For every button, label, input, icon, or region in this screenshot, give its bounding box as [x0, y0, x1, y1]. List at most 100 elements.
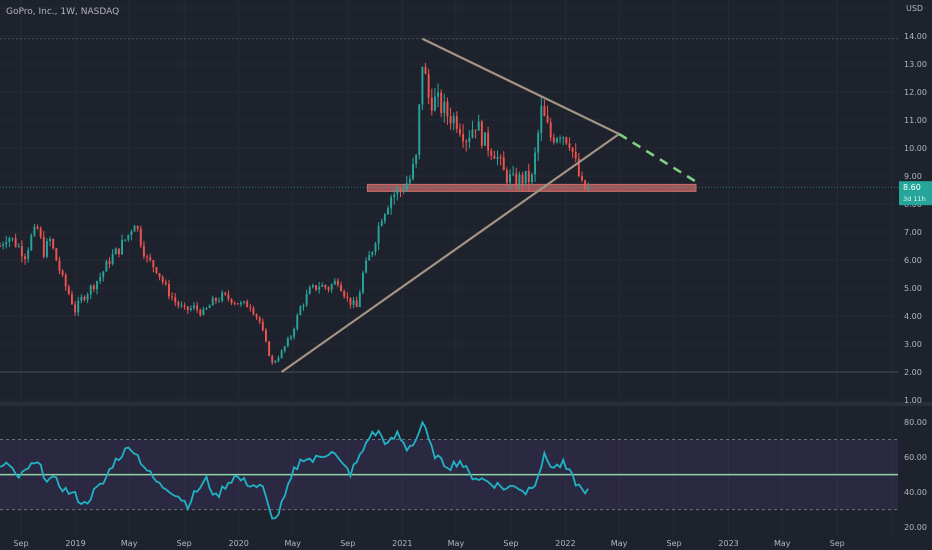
candle-body: [484, 132, 486, 146]
candle-body: [571, 147, 574, 152]
candle-body: [458, 128, 461, 135]
candle-body: [440, 92, 443, 114]
candle-body: [139, 228, 142, 246]
candle-body: [211, 297, 214, 306]
candle-body: [581, 175, 583, 181]
time-tick-label: Sep: [177, 539, 192, 548]
candle-body: [546, 115, 549, 123]
time-tick-label: May: [285, 539, 302, 548]
candle-body: [39, 228, 42, 237]
candle-body: [361, 272, 364, 293]
descending-trendline: [421, 37, 620, 135]
candle-body: [430, 97, 433, 111]
candle-body: [124, 239, 127, 241]
rsi-tick-label: 20.00: [904, 523, 927, 532]
price-tag-box: [899, 181, 932, 206]
candle-body: [543, 106, 546, 116]
candle-body: [493, 155, 496, 159]
time-tick-label: May: [448, 539, 465, 548]
candle-body: [387, 208, 389, 215]
candle-body: [424, 66, 427, 74]
candle-body: [114, 248, 117, 255]
resistance-zone: [366, 183, 697, 192]
candle-body: [355, 300, 358, 308]
time-tick-label: Sep: [13, 539, 28, 548]
candle-body: [333, 280, 336, 285]
candle-body: [371, 251, 374, 256]
time-axis[interactable]: Sep 2019 May Sep 2020 May Sep 2021 May Sep 2022 May…: [13, 539, 844, 548]
candle-body: [5, 241, 8, 245]
candle-body: [117, 248, 120, 255]
candle-body: [2, 244, 5, 247]
candle-body: [205, 307, 208, 310]
candle-body: [321, 284, 324, 287]
candle-body: [562, 137, 565, 139]
price-tick-label: 2.00: [904, 368, 922, 377]
candle-body: [202, 309, 205, 315]
candle-body: [462, 134, 465, 142]
candle-body: [487, 132, 490, 151]
candle-body: [180, 305, 183, 307]
candle-body: [293, 328, 296, 337]
price-grid: [0, 0, 898, 536]
candle-body: [49, 239, 52, 242]
price-tick-label: 12.00: [904, 88, 927, 97]
candle-body: [358, 292, 361, 308]
candle-body: [249, 307, 252, 309]
candle-body: [55, 248, 58, 261]
candle-body: [318, 286, 321, 290]
candle-body: [377, 225, 380, 244]
candle-body: [142, 245, 145, 257]
time-tick-label: Sep: [830, 539, 845, 548]
candle-body: [258, 317, 261, 322]
candle-body: [105, 261, 108, 272]
candle-body: [255, 314, 258, 318]
candle-body: [196, 305, 199, 310]
candle-body: [330, 284, 333, 290]
candle-body: [559, 138, 562, 140]
pane-separator[interactable]: [0, 402, 932, 406]
candle-body: [549, 122, 552, 138]
candle-body: [74, 304, 77, 313]
candle-body: [121, 239, 123, 255]
candle-body: [36, 226, 39, 229]
candle-body: [352, 300, 355, 305]
candle-body: [443, 101, 446, 114]
candle-body: [111, 254, 114, 265]
candle-body: [437, 92, 440, 97]
candle-body: [324, 284, 327, 288]
candle-body: [214, 297, 217, 302]
time-tick-label: Sep: [503, 539, 518, 548]
candle-body: [433, 96, 436, 111]
candles: [0, 62, 590, 365]
candle-body: [402, 190, 405, 192]
candle-body: [340, 284, 343, 292]
candle-body: [468, 137, 471, 142]
candle-body: [421, 66, 424, 105]
candle-body: [521, 174, 524, 184]
candle-body: [108, 261, 111, 265]
candle-body: [399, 189, 402, 191]
candle-body: [171, 296, 174, 298]
candle-body: [587, 187, 590, 189]
rsi-axis[interactable]: 20.00 40.00 60.00 80.00: [904, 418, 927, 532]
rsi-pane: [0, 420, 898, 520]
candle-body: [14, 238, 17, 247]
candle-body: [17, 246, 20, 248]
candle-body: [42, 236, 45, 257]
time-tick-label: 2022: [555, 539, 575, 548]
candle-body: [480, 121, 483, 146]
candle-body: [277, 357, 280, 361]
candle-body: [515, 173, 518, 187]
candle-body: [146, 256, 149, 258]
candle-body: [502, 157, 505, 171]
price-tick-label: 7.00: [904, 228, 922, 237]
candle-body: [27, 249, 30, 260]
candle-body: [239, 302, 242, 305]
candle-body: [374, 243, 377, 252]
candle-body: [308, 287, 311, 295]
rsi-line: [0, 420, 589, 520]
candle-body: [268, 341, 271, 356]
candle-body: [577, 158, 580, 176]
